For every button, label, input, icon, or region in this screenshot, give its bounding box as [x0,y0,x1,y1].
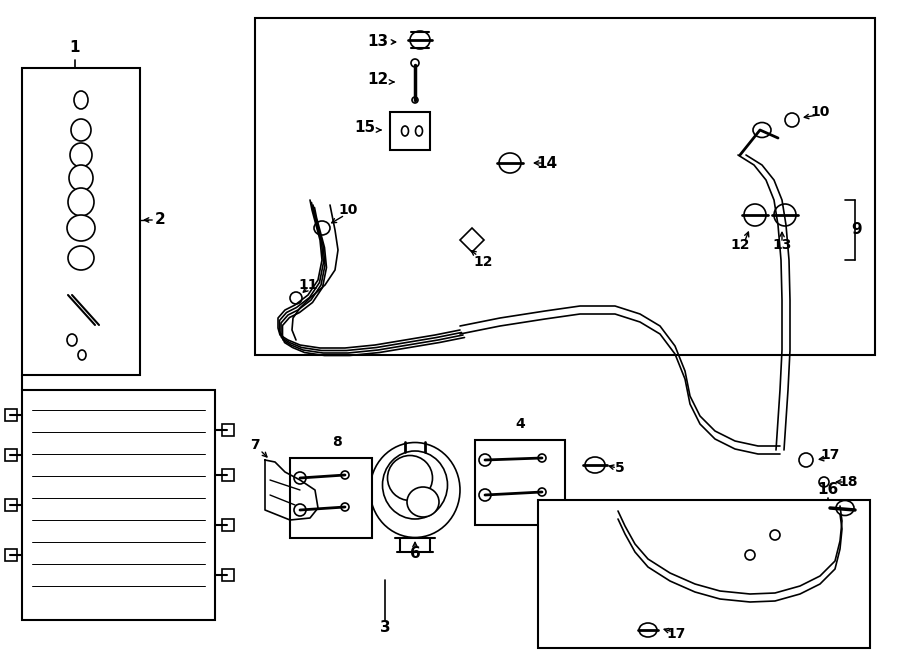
Polygon shape [460,228,484,252]
Text: 12: 12 [367,73,389,87]
Bar [222,519,234,531]
Text: 12: 12 [730,238,750,252]
Text: 5: 5 [615,461,625,475]
Ellipse shape [410,31,430,49]
Bar [222,469,234,481]
Text: 10: 10 [810,105,830,119]
Ellipse shape [785,113,799,127]
Text: 17: 17 [820,448,840,462]
Ellipse shape [294,472,306,484]
Text: 17: 17 [666,627,686,641]
Ellipse shape [68,188,94,216]
Ellipse shape [538,454,546,462]
Ellipse shape [68,246,94,270]
Ellipse shape [388,455,433,500]
Ellipse shape [401,126,409,136]
Ellipse shape [753,122,771,137]
Ellipse shape [70,143,92,167]
Text: 15: 15 [355,120,375,136]
Text: 7: 7 [250,438,260,452]
Ellipse shape [71,119,91,141]
Ellipse shape [479,454,491,466]
Text: 4: 4 [515,417,525,431]
Text: 8: 8 [332,435,342,449]
Ellipse shape [69,165,93,191]
Bar [5,449,17,461]
Bar [290,458,372,538]
Text: 3: 3 [380,621,391,635]
Ellipse shape [78,350,86,360]
Ellipse shape [499,153,521,173]
Bar [475,440,565,525]
Ellipse shape [639,623,657,637]
Ellipse shape [407,487,439,517]
Ellipse shape [411,59,419,67]
Ellipse shape [745,550,755,560]
Bar [255,18,875,355]
Ellipse shape [538,488,546,496]
Ellipse shape [67,334,77,346]
Bar [390,112,430,150]
Ellipse shape [819,477,829,487]
Bar [22,390,215,620]
Ellipse shape [74,91,88,109]
Ellipse shape [341,471,349,479]
Ellipse shape [67,215,95,241]
Ellipse shape [370,442,460,537]
Bar [222,424,234,436]
Ellipse shape [770,530,780,540]
Text: 1: 1 [70,40,80,56]
Ellipse shape [290,292,302,304]
Ellipse shape [744,204,766,226]
Text: 13: 13 [772,238,792,252]
Bar [5,499,17,511]
Text: 18: 18 [838,475,858,489]
Ellipse shape [585,457,605,473]
Text: 16: 16 [817,483,839,498]
Ellipse shape [341,503,349,511]
Bar [222,569,234,581]
Ellipse shape [294,504,306,516]
Text: 10: 10 [338,203,357,217]
Text: 14: 14 [536,155,558,171]
Ellipse shape [836,500,854,516]
Text: 6: 6 [410,545,420,561]
Ellipse shape [774,204,796,226]
Text: 11: 11 [298,278,318,292]
Bar [5,549,17,561]
Ellipse shape [412,97,418,103]
Text: 12: 12 [473,255,493,269]
Ellipse shape [314,221,330,235]
Ellipse shape [416,126,422,136]
Ellipse shape [799,453,813,467]
Ellipse shape [382,451,447,519]
Bar [538,500,870,648]
Text: 13: 13 [367,34,389,50]
Bar [22,68,140,375]
Ellipse shape [479,489,491,501]
Bar [5,409,17,421]
Text: 2: 2 [155,212,166,227]
Text: 9: 9 [851,223,862,237]
